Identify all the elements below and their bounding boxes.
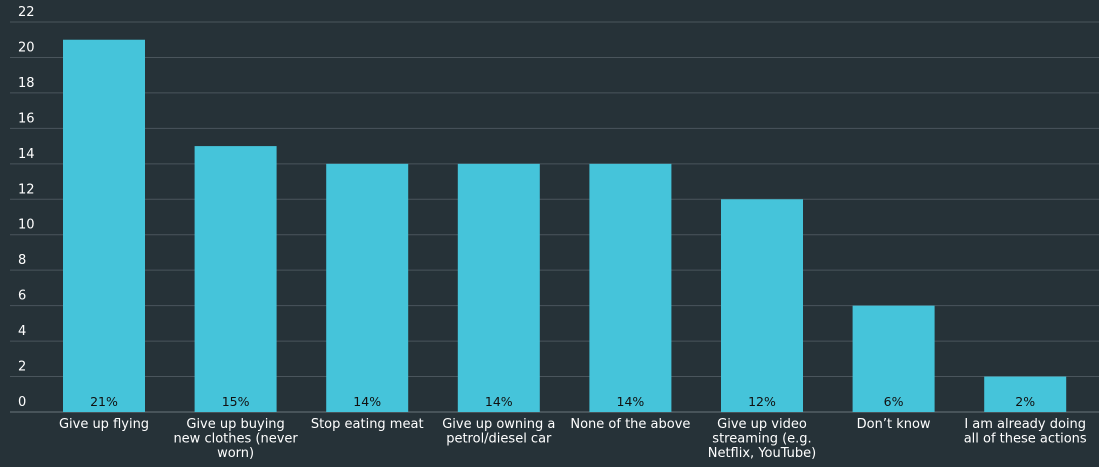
bar xyxy=(721,199,803,412)
bar xyxy=(457,163,540,412)
x-tick-label: worn) xyxy=(217,446,254,461)
x-tick-label: Give up flying xyxy=(59,417,149,432)
x-tick-label: streaming (e.g. xyxy=(712,432,811,447)
data-label: 15% xyxy=(222,394,250,409)
y-tick-label: 18 xyxy=(18,76,35,91)
data-label: 12% xyxy=(748,394,776,409)
data-label: 2% xyxy=(1015,394,1035,409)
bar xyxy=(63,39,145,413)
x-tick-label: Give up buying xyxy=(186,417,284,432)
bar xyxy=(194,146,277,412)
x-tick-label: all of these actions xyxy=(964,432,1087,447)
bar xyxy=(852,305,935,412)
y-tick-label: 12 xyxy=(18,182,35,197)
y-tick-label: 2 xyxy=(18,360,26,375)
y-tick-label: 14 xyxy=(18,147,35,162)
x-tick-label: Netflix, YouTube) xyxy=(708,446,817,461)
bar xyxy=(589,163,672,412)
y-tick-label: 6 xyxy=(18,289,26,304)
data-label: 14% xyxy=(485,394,513,409)
y-tick-label: 8 xyxy=(18,253,26,268)
x-tick-label: Give up owning a xyxy=(442,417,555,432)
x-tick-label: None of the above xyxy=(570,417,690,432)
data-label: 6% xyxy=(884,394,904,409)
data-label: 21% xyxy=(90,394,118,409)
bar xyxy=(326,163,409,412)
y-tick-label: 16 xyxy=(18,111,35,126)
y-tick-label: 0 xyxy=(18,395,26,410)
x-tick-label: new clothes (never xyxy=(173,432,298,447)
x-tick-label: Stop eating meat xyxy=(311,417,424,432)
y-tick-label: 22 xyxy=(18,5,35,20)
data-label: 14% xyxy=(353,394,381,409)
y-tick-label: 4 xyxy=(18,324,26,339)
y-tick-label: 20 xyxy=(18,40,35,55)
x-tick-label: I am already doing xyxy=(964,417,1086,432)
data-label: 14% xyxy=(617,394,645,409)
y-tick-label: 10 xyxy=(18,218,35,233)
x-tick-label: Don’t know xyxy=(857,417,931,432)
x-tick-label: petrol/diesel car xyxy=(446,432,552,447)
bar xyxy=(984,376,1067,412)
x-tick-label: Give up video xyxy=(717,417,807,432)
